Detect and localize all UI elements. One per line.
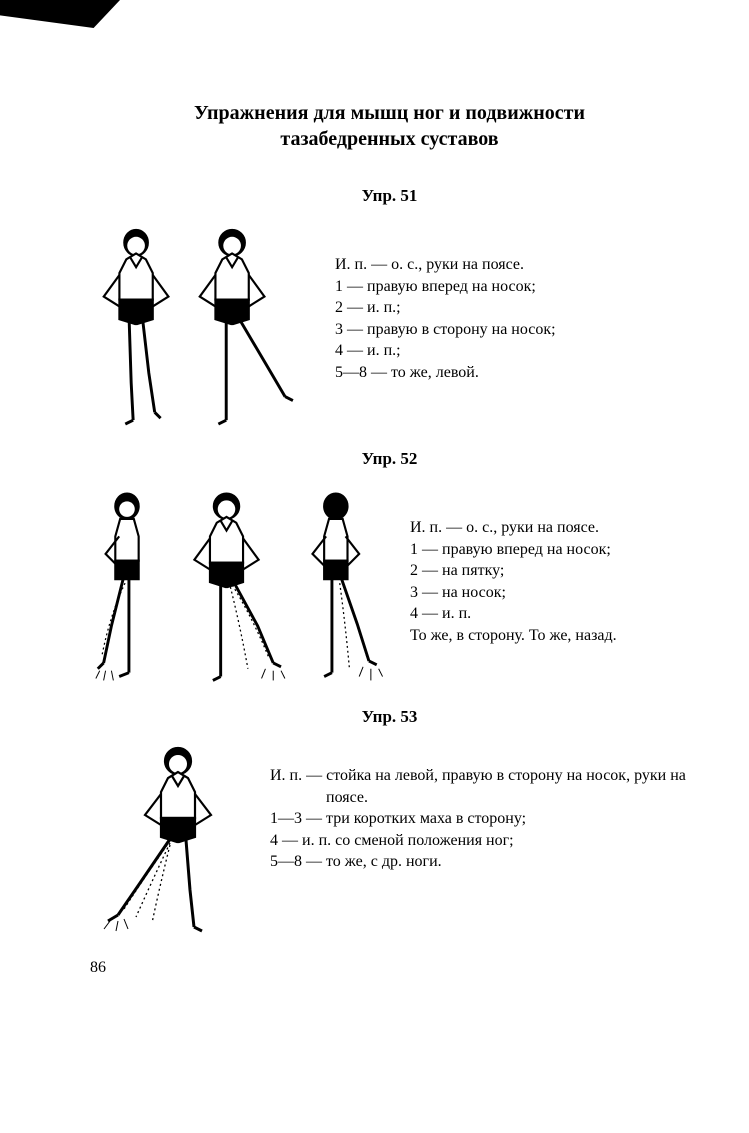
- exercise-52-figures: [90, 487, 390, 687]
- ex53-ip: И. п. — стойка на левой, правую в сторон…: [270, 765, 689, 808]
- figure-52c-icon: [293, 487, 390, 687]
- ex51-line: 3 — правую в сторону на носок;: [335, 319, 689, 341]
- exercise-52-title: Упр. 52: [90, 449, 689, 469]
- figure-51a-icon: [90, 224, 183, 429]
- ex52-line: 3 — на носок;: [410, 582, 689, 604]
- exercise-51: И. п. — о. с., руки на поясе. 1 — правую…: [90, 224, 689, 429]
- ex51-line: 4 — и. п.;: [335, 340, 689, 362]
- exercise-53-text: И. п. — стойка на левой, правую в сторон…: [250, 745, 689, 873]
- section-title-line1: Упражнения для мышц ног и подвижности: [194, 102, 585, 124]
- ex53-line: 1—3 — три коротких маха в сторону;: [270, 808, 689, 830]
- figure-52a-icon: [90, 487, 168, 687]
- ex53-line: 5—8 — то же, с др. ноги.: [270, 851, 689, 873]
- ex52-line: 1 — правую вперед на носок;: [410, 539, 689, 561]
- ex52-line: И. п. — о. с., руки на поясе.: [410, 517, 689, 539]
- exercise-51-title: Упр. 51: [90, 186, 689, 206]
- section-title: Упражнения для мышц ног и подвижности та…: [90, 100, 689, 152]
- ex51-line: 5—8 — то же, левой.: [335, 362, 689, 384]
- ex51-line: И. п. — о. с., руки на поясе.: [335, 254, 689, 276]
- page-number: 86: [90, 959, 689, 977]
- exercise-51-text: И. п. — о. с., руки на поясе. 1 — правую…: [295, 224, 689, 384]
- ex51-line: 1 — правую вперед на носок;: [335, 276, 689, 298]
- figure-53-icon: [90, 745, 240, 935]
- page: Упражнения для мышц ног и подвижности та…: [0, 0, 749, 1017]
- exercise-51-figures: [90, 224, 295, 429]
- ex52-line: 4 — и. п.: [410, 603, 689, 625]
- ex52-line: 2 — на пятку;: [410, 560, 689, 582]
- exercise-52-text: И. п. — о. с., руки на поясе. 1 — правую…: [390, 487, 689, 647]
- figure-51b-icon: [187, 224, 295, 429]
- ex51-line: 2 — и. п.;: [335, 297, 689, 319]
- figure-52b-icon: [172, 487, 289, 687]
- exercise-53: И. п. — стойка на левой, правую в сторон…: [90, 745, 689, 935]
- section-title-line2: тазабедренных суставов: [280, 128, 498, 150]
- ex53-line: 4 — и. п. со сменой положения ног;: [270, 830, 689, 852]
- exercise-53-title: Упр. 53: [90, 707, 689, 727]
- ex52-line: То же, в сторону. То же, назад.: [410, 625, 689, 647]
- exercise-52: И. п. — о. с., руки на поясе. 1 — правую…: [90, 487, 689, 687]
- exercise-53-figures: [90, 745, 250, 935]
